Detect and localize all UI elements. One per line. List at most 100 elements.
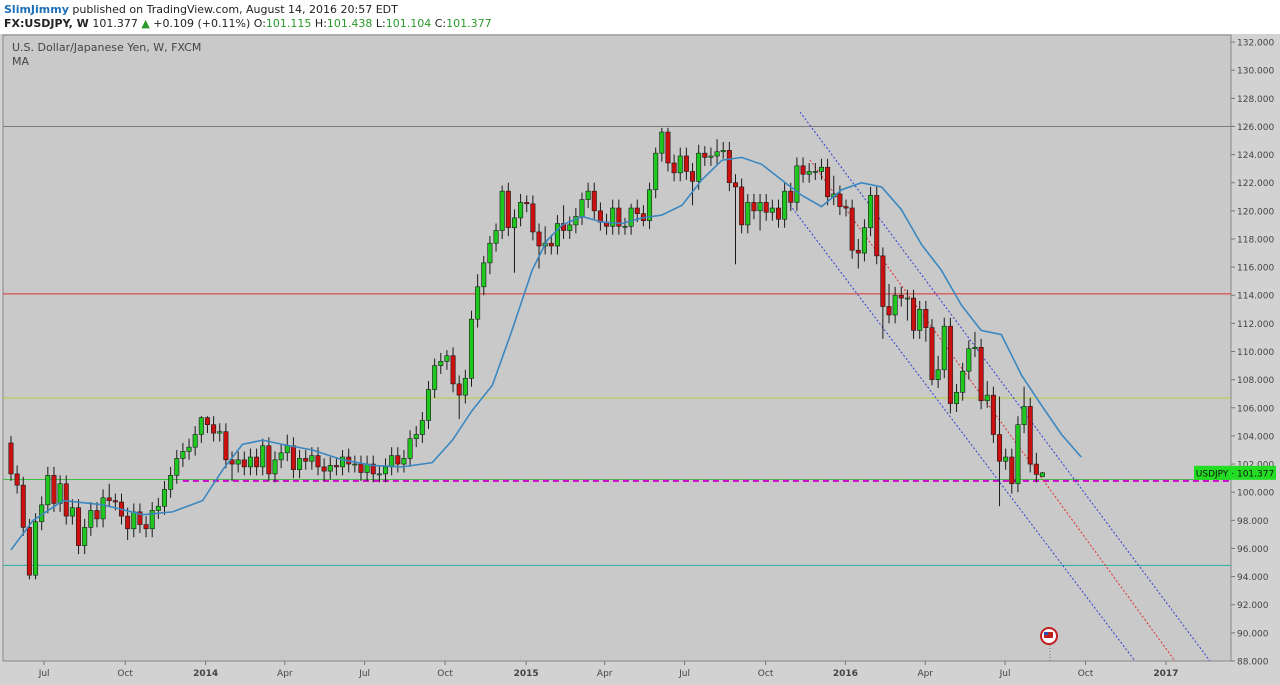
- x-tick-label: Jul: [678, 669, 690, 679]
- candle-body: [733, 182, 739, 188]
- candle-body: [125, 515, 131, 530]
- x-tick-label: 2014: [193, 669, 218, 679]
- candle-body: [383, 466, 389, 475]
- candle-body: [671, 162, 677, 174]
- candle-body: [499, 190, 505, 231]
- candle-body: [1033, 463, 1039, 475]
- author[interactable]: SlimJimmy: [4, 3, 69, 16]
- candle-body: [505, 190, 511, 229]
- candle-body: [1027, 406, 1033, 465]
- candle-body: [327, 465, 333, 472]
- candle-body: [954, 392, 960, 404]
- candle-body: [622, 226, 628, 228]
- candle-body: [683, 155, 689, 172]
- candle-body: [69, 507, 75, 517]
- candle-body: [112, 500, 118, 503]
- candle-body: [389, 455, 395, 468]
- y-tick-label: 102.000: [1237, 461, 1274, 471]
- candle-body: [978, 346, 984, 402]
- candle-body: [917, 309, 923, 331]
- candle-body: [352, 463, 358, 466]
- candle-body: [708, 155, 714, 158]
- candle-body: [868, 195, 874, 229]
- candle-body: [26, 527, 32, 576]
- ma-line: [10, 156, 1082, 551]
- candle-body: [370, 463, 376, 475]
- candle-body: [677, 155, 683, 174]
- y-tick-label: 88.000: [1237, 658, 1269, 668]
- candle-body: [315, 455, 321, 468]
- candle-body: [763, 202, 769, 213]
- y-tick-label: 120.000: [1237, 207, 1274, 217]
- candle-body: [530, 203, 536, 233]
- candle-body: [837, 193, 843, 207]
- y-tick-label: 112.000: [1237, 320, 1274, 330]
- candle-body: [941, 325, 947, 371]
- ma: [10, 156, 1082, 551]
- y-tick-label: 118.000: [1237, 235, 1274, 245]
- candle-body: [180, 451, 186, 459]
- candle-body: [782, 190, 788, 220]
- candle-body: [825, 166, 831, 198]
- candle-body: [548, 242, 554, 247]
- axes: 88.000 90.000 92.000 94.000 96.000 98.000 100.…: [38, 39, 1276, 679]
- candle-body: [131, 511, 137, 530]
- candle-body: [984, 394, 990, 402]
- candles: [8, 127, 1046, 580]
- candle-body: [1015, 424, 1021, 485]
- candle-body: [309, 455, 315, 462]
- chart: 88.000 90.000 92.000 94.000 96.000 98.000 100.…: [0, 34, 1280, 685]
- x-tick-label: Apr: [597, 669, 613, 679]
- candle-body: [966, 348, 972, 372]
- candle-body: [462, 377, 468, 396]
- event-icon[interactable]: [1040, 627, 1058, 661]
- candle-body: [524, 202, 530, 205]
- candle-body: [947, 325, 953, 404]
- candle-body: [419, 420, 425, 435]
- x-tick-label: Oct: [1078, 669, 1094, 679]
- candle-body: [376, 473, 382, 476]
- candle-body: [413, 434, 419, 440]
- y-tick-label: 90.000: [1237, 629, 1269, 639]
- candle-body: [432, 365, 438, 390]
- y-tick-label: 94.000: [1237, 573, 1269, 583]
- candle-body: [1003, 456, 1009, 462]
- x-tick-label: 2017: [1153, 669, 1178, 679]
- low: 101.104: [385, 17, 432, 30]
- candle-body: [297, 458, 303, 470]
- x-tick-label: 2015: [514, 669, 539, 679]
- o-label: O:: [253, 17, 266, 30]
- candle-body: [874, 195, 880, 257]
- candle-body: [340, 456, 346, 468]
- candle-body: [278, 452, 284, 461]
- candle-body: [1021, 406, 1027, 425]
- candle-body: [702, 152, 708, 158]
- candle-body: [174, 458, 180, 476]
- y-tick-label: 96.000: [1237, 545, 1269, 555]
- candle-body: [794, 165, 800, 203]
- high: 101.438: [326, 17, 373, 30]
- y-tick-label: 124.000: [1237, 151, 1274, 161]
- x-tick-label: Jul: [999, 669, 1011, 679]
- candle-body: [438, 361, 444, 366]
- y-tick-label: 106.000: [1237, 404, 1274, 414]
- candle-body: [818, 166, 824, 172]
- y-tick-label: 92.000: [1237, 601, 1269, 611]
- candle-body: [647, 189, 653, 221]
- candle-body: [161, 489, 167, 507]
- candle-body: [14, 473, 20, 486]
- candle-body: [739, 186, 745, 226]
- candle-body: [923, 309, 929, 328]
- change: +0.109 (+0.11%): [153, 17, 251, 30]
- candle-body: [898, 294, 904, 299]
- candle-body: [745, 202, 751, 226]
- candle-body: [960, 370, 966, 393]
- candle-body: [444, 355, 450, 362]
- candle-body: [82, 527, 88, 546]
- published: published on TradingView.com, August 14,…: [72, 3, 398, 16]
- candle-body: [192, 434, 198, 448]
- candle-body: [880, 255, 886, 307]
- candle-body: [990, 394, 996, 435]
- c-label: C:: [434, 17, 447, 30]
